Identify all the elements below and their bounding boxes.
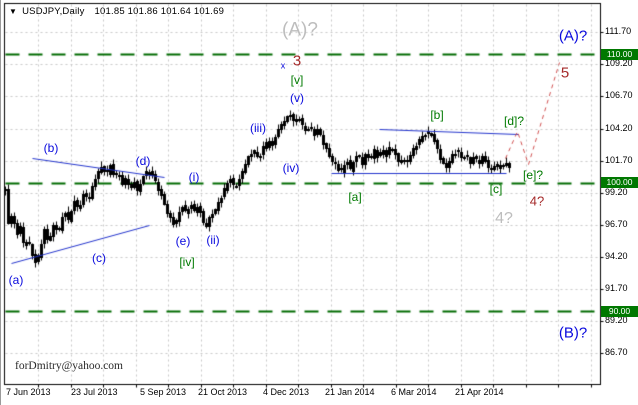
wave-label: (d) [135,154,151,168]
wave-label: (e) [175,234,191,248]
ohlc-quote-label: 101.85 101.86 101.64 101.69 [94,6,225,17]
price-axis-label: 111.70 [605,26,632,37]
price-axis-label: 89.20 [605,315,628,326]
date-axis-label: 21 Apr 2014 [455,387,504,397]
wave-label: [iv] [179,255,195,269]
date-axis-label: 6 Mar 2014 [391,387,437,397]
wave-label: [v] [290,73,304,87]
wave-label: (a) [8,273,24,287]
wave-label: (ii) [206,233,220,247]
symbol-dropdown-icon[interactable]: ▼ [9,7,18,16]
wave-label: (b) [43,141,59,155]
price-axis-label: 101.70 [605,154,633,165]
symbol-period-label: USDJPY,Daily [22,6,85,17]
wave-label: (A)? [282,19,318,41]
price-level-badge: 100.00 [601,177,638,188]
wave-label: (i) [188,170,200,184]
wave-label: (A)? [558,27,588,45]
date-axis-label: 21 Oct 2013 [198,387,248,397]
wave-label: [b] [430,108,444,122]
watermark: forDmitry@yahoo.com [15,360,123,372]
price-axis-label: 99.20 [605,186,628,197]
wave-label: (c) [92,251,106,265]
price-axis-label: 96.70 [605,218,628,229]
wave-label: [e]? [522,168,544,182]
wave-label: 5 [560,64,570,82]
date-axis-label: 7 Jun 2013 [6,387,51,397]
price-axis-label: 104.20 [605,122,633,133]
date-axis-label: 21 Jan 2014 [325,387,375,397]
wave-label: 4? [495,210,513,227]
price-level-badge: 110.00 [601,48,638,60]
price-axis-label: 94.20 [605,251,628,262]
wave-label: x [280,60,286,71]
date-axis-label: 5 Sep 2013 [140,387,187,397]
price-axis-label: 106.70 [605,90,633,101]
wave-label: [d]? [503,114,525,128]
price-axis-label: 109.20 [605,58,633,69]
price-level-badge: 90.00 [601,305,638,317]
wave-label: (v) [290,91,304,105]
wave-label: 4? [529,193,545,209]
wave-label: (iv) [282,161,300,175]
date-axis-label: 23 Jul 2013 [71,387,118,397]
chart-header: ▼ USDJPY,Daily 101.85 101.86 101.64 101.69 [9,6,224,17]
price-axis-label: 91.70 [605,283,628,294]
wave-label: [a] [348,190,362,204]
wave-label: (B)? [558,324,588,342]
wave-label: [c] [489,182,503,196]
date-axis-label: 4 Dec 2013 [263,387,310,397]
wave-label: (iii) [250,121,266,135]
wave-label: 3 [292,52,302,70]
price-axis-label: 86.70 [605,347,628,358]
